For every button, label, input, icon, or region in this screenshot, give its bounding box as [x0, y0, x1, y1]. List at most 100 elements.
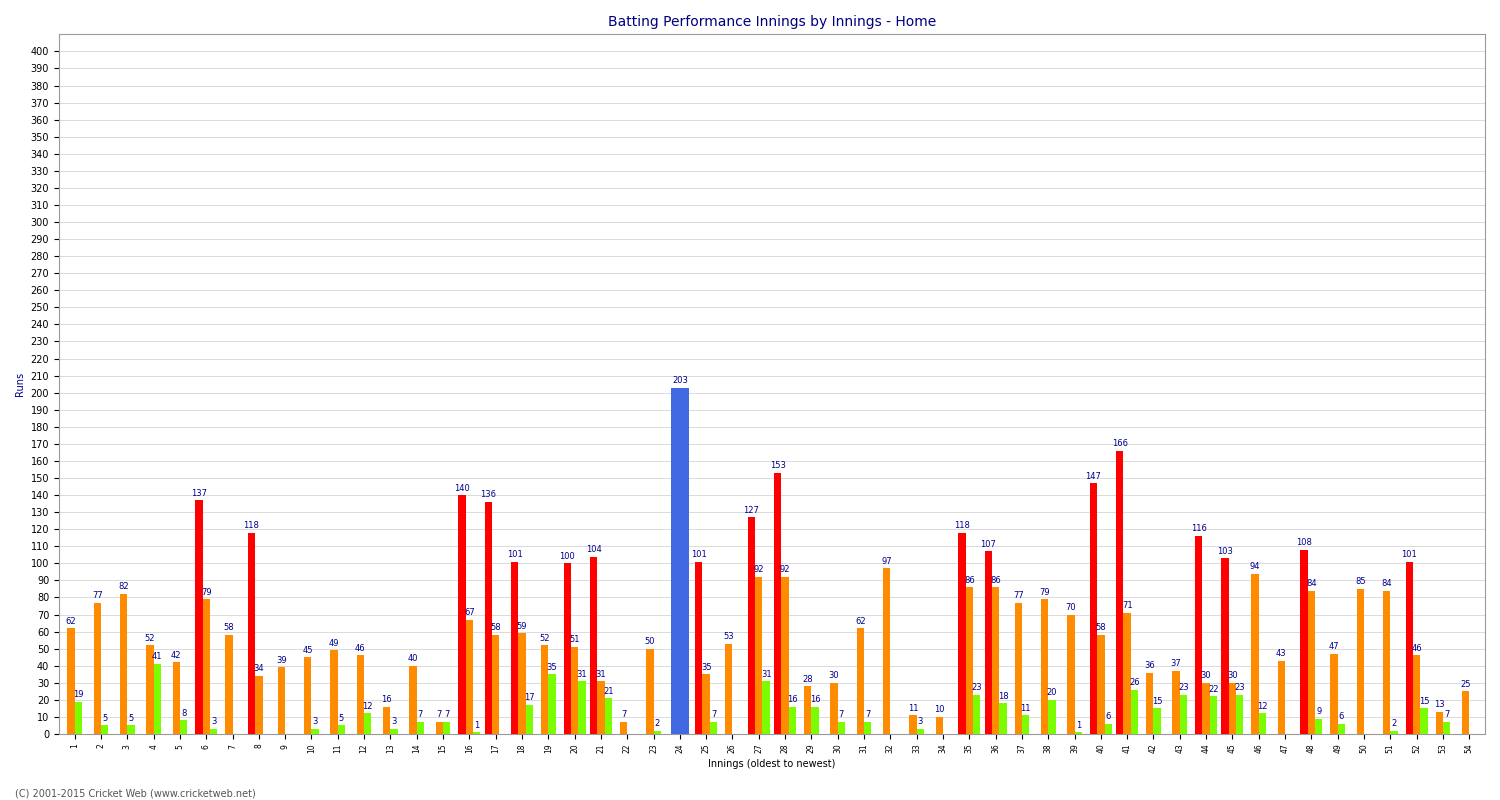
Bar: [604, 698, 612, 734]
Bar: [382, 706, 390, 734]
Text: 203: 203: [672, 376, 688, 385]
Text: 7: 7: [839, 710, 844, 719]
Bar: [590, 557, 597, 734]
Text: 59: 59: [516, 622, 526, 630]
Text: 16: 16: [788, 695, 798, 704]
Text: 25: 25: [1461, 680, 1472, 689]
Text: 15: 15: [1152, 697, 1162, 706]
Text: 7: 7: [1444, 710, 1449, 719]
Text: 40: 40: [408, 654, 419, 663]
Bar: [1154, 708, 1161, 734]
Text: 11: 11: [908, 704, 918, 713]
Bar: [1356, 589, 1364, 734]
Text: 12: 12: [1257, 702, 1268, 711]
Text: 7: 7: [444, 710, 450, 719]
Bar: [128, 726, 135, 734]
Bar: [572, 647, 579, 734]
Text: 58: 58: [224, 623, 234, 633]
Text: 62: 62: [66, 617, 76, 626]
Text: 9: 9: [1316, 707, 1322, 716]
Bar: [312, 729, 320, 734]
Bar: [1443, 722, 1450, 734]
Text: 52: 52: [144, 634, 154, 642]
Bar: [782, 577, 789, 734]
Text: 23: 23: [1178, 683, 1190, 692]
Text: 7: 7: [621, 710, 626, 719]
Text: 116: 116: [1191, 525, 1206, 534]
Text: 3: 3: [392, 718, 398, 726]
X-axis label: Innings (oldest to newest): Innings (oldest to newest): [708, 759, 836, 769]
Text: 86: 86: [964, 576, 975, 585]
Text: 30: 30: [828, 671, 840, 680]
Bar: [512, 562, 519, 734]
Text: 5: 5: [102, 714, 108, 723]
Bar: [597, 681, 604, 734]
Y-axis label: Runs: Runs: [15, 372, 26, 396]
Bar: [747, 518, 754, 734]
Text: 2: 2: [1392, 719, 1396, 728]
Text: 108: 108: [1296, 538, 1312, 547]
Text: 8: 8: [182, 709, 186, 718]
Bar: [542, 646, 549, 734]
Bar: [390, 729, 398, 734]
Bar: [579, 681, 585, 734]
Text: 37: 37: [1170, 659, 1182, 668]
Bar: [1330, 654, 1338, 734]
Text: 147: 147: [1086, 471, 1101, 481]
Bar: [999, 703, 1006, 734]
Bar: [459, 495, 465, 734]
Bar: [1196, 536, 1203, 734]
Bar: [974, 694, 981, 734]
Bar: [1014, 602, 1022, 734]
Bar: [68, 628, 75, 734]
Text: 26: 26: [1130, 678, 1140, 687]
Text: 104: 104: [585, 545, 602, 554]
Text: 127: 127: [744, 506, 759, 514]
Bar: [694, 562, 702, 734]
Title: Batting Performance Innings by Innings - Home: Batting Performance Innings by Innings -…: [608, 15, 936, 29]
Text: 62: 62: [855, 617, 865, 626]
Bar: [1258, 714, 1266, 734]
Bar: [1406, 562, 1413, 734]
Text: 7: 7: [711, 710, 716, 719]
Bar: [789, 706, 796, 734]
Bar: [180, 720, 188, 734]
Text: 136: 136: [480, 490, 496, 499]
Text: 52: 52: [540, 634, 550, 642]
Text: 13: 13: [1434, 700, 1444, 710]
Bar: [1308, 590, 1316, 734]
Text: 12: 12: [363, 702, 374, 711]
Text: 16: 16: [381, 695, 392, 704]
Bar: [492, 635, 500, 734]
Bar: [255, 676, 262, 734]
Text: 100: 100: [560, 552, 574, 561]
Bar: [525, 705, 532, 734]
Bar: [1383, 590, 1390, 734]
Text: 67: 67: [464, 608, 474, 617]
Text: 118: 118: [243, 521, 260, 530]
Text: 77: 77: [1013, 591, 1023, 600]
Text: 20: 20: [1047, 688, 1058, 698]
Text: 5: 5: [339, 714, 344, 723]
Text: 86: 86: [990, 576, 1000, 585]
Text: 107: 107: [981, 540, 996, 549]
Bar: [1228, 682, 1236, 734]
Text: 101: 101: [1401, 550, 1417, 559]
Bar: [1338, 724, 1346, 734]
Bar: [410, 666, 417, 734]
Text: 19: 19: [74, 690, 84, 699]
Bar: [1413, 655, 1420, 734]
Bar: [210, 729, 218, 734]
Bar: [812, 706, 819, 734]
Bar: [1203, 682, 1210, 734]
Text: 21: 21: [603, 686, 613, 695]
Bar: [1420, 708, 1428, 734]
Bar: [754, 577, 762, 734]
Text: 35: 35: [546, 662, 558, 672]
Text: 6: 6: [1106, 712, 1112, 721]
Text: 137: 137: [190, 489, 207, 498]
Text: 1: 1: [1076, 721, 1082, 730]
Bar: [1022, 715, 1029, 734]
Text: 84: 84: [1382, 579, 1392, 588]
Bar: [225, 635, 232, 734]
